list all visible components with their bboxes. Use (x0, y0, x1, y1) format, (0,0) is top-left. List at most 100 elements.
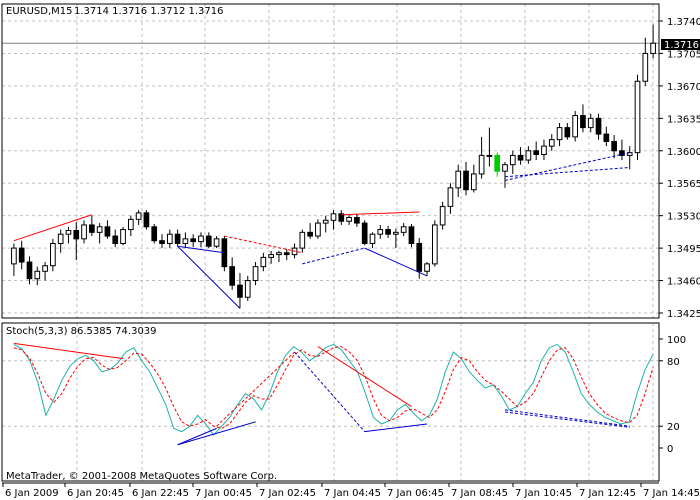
candle-body[interactable] (73, 229, 80, 240)
candle-body[interactable] (603, 133, 610, 143)
candle-body[interactable] (18, 247, 25, 263)
candle-body[interactable] (205, 235, 212, 247)
divergence-line (504, 409, 630, 427)
candle-body[interactable] (42, 265, 48, 272)
candle-body[interactable] (525, 150, 532, 161)
candle-body[interactable] (34, 270, 41, 280)
candle-body[interactable] (431, 224, 438, 265)
candle-body[interactable] (198, 235, 204, 243)
candle-body[interactable] (455, 170, 462, 189)
candle-body[interactable] (361, 222, 368, 244)
candle-body[interactable] (634, 80, 641, 154)
candle-body[interactable] (447, 187, 454, 207)
candle-body[interactable] (486, 154, 493, 157)
candle-body[interactable] (237, 284, 243, 298)
candle-body[interactable] (159, 240, 165, 244)
candle-body[interactable] (517, 154, 524, 161)
candle-body[interactable] (400, 226, 407, 233)
candle-body[interactable] (182, 238, 189, 244)
candle-body[interactable] (65, 229, 72, 235)
candle-body[interactable] (385, 229, 391, 235)
candle-body[interactable] (104, 226, 111, 237)
time-tick-label: 6 Jan 20:45 (67, 488, 124, 499)
candle-body[interactable] (127, 218, 134, 231)
candle-body[interactable] (190, 238, 197, 243)
grid (2, 4, 659, 481)
ohlc-label: 1.3714 1.3716 1.3712 1.3716 (74, 6, 224, 17)
candle-body[interactable] (50, 242, 56, 267)
candle-body[interactable] (572, 115, 578, 138)
candle-body[interactable] (564, 127, 571, 138)
candle-body[interactable] (416, 242, 423, 272)
candle-body[interactable] (322, 219, 329, 224)
candle-body[interactable] (174, 233, 181, 244)
candle-body[interactable] (135, 212, 142, 220)
candle-body[interactable] (478, 154, 485, 175)
candle-body[interactable] (369, 233, 376, 244)
divergence-line (177, 421, 256, 446)
candle-body[interactable] (151, 226, 158, 242)
candle-body[interactable] (120, 229, 126, 244)
price-plot[interactable] (2, 24, 659, 309)
stoch-main-line[interactable] (13, 343, 654, 436)
price-badge-label: 1.3716 (664, 40, 699, 51)
candle-body[interactable] (424, 263, 430, 272)
candle-body[interactable] (57, 233, 64, 244)
price-tick-label: 1.3740 (667, 17, 700, 28)
candle-body[interactable] (393, 231, 399, 235)
candle-body[interactable] (595, 117, 602, 135)
candle-body[interactable] (494, 154, 501, 172)
divergence-line (177, 245, 241, 309)
candle-body[interactable] (556, 127, 563, 141)
candle-body[interactable] (439, 205, 446, 226)
candle-body[interactable] (642, 52, 649, 82)
stochastic-plot[interactable] (13, 342, 654, 446)
candle-body[interactable] (260, 256, 267, 268)
candle-body[interactable] (252, 266, 259, 282)
candle-body[interactable] (315, 222, 321, 237)
candle-body[interactable] (650, 42, 656, 54)
candle-body[interactable] (533, 150, 540, 155)
candle-body[interactable] (541, 145, 547, 155)
candle-body[interactable] (470, 173, 477, 191)
candle-body[interactable] (299, 231, 306, 249)
candle-body[interactable] (244, 280, 251, 298)
candle-body[interactable] (96, 226, 103, 233)
divergence-line (317, 346, 412, 408)
candle-body[interactable] (166, 233, 173, 244)
candle-body[interactable] (354, 217, 360, 224)
candle-body[interactable] (611, 141, 617, 152)
candle-body[interactable] (338, 213, 345, 222)
candle-body[interactable] (143, 212, 150, 228)
candle-body[interactable] (89, 224, 95, 233)
candle-body[interactable] (283, 252, 290, 256)
indicator-title: Stoch(5,3,3) 86.5385 74.3039 (6, 326, 157, 337)
candle-body[interactable] (619, 150, 625, 156)
candle-body[interactable] (81, 224, 87, 240)
candle-body[interactable] (587, 117, 594, 129)
candle-body[interactable] (377, 229, 384, 235)
candle-body[interactable] (307, 231, 313, 237)
stoch-tick-label: 80 (667, 357, 680, 368)
candle-body[interactable] (408, 226, 415, 244)
candle-body[interactable] (11, 247, 17, 265)
candle-body[interactable] (463, 170, 469, 191)
time-tick-label: 7 Jan 00:45 (195, 488, 252, 499)
candle-body[interactable] (229, 266, 236, 286)
time-tick-label: 7 Jan 12:45 (579, 488, 636, 499)
price-tick-label: 1.3425 (667, 309, 700, 320)
candle-body[interactable] (276, 252, 282, 256)
candle-body[interactable] (580, 115, 586, 129)
candle-body[interactable] (26, 261, 33, 280)
divergence-line (13, 214, 93, 242)
candle-body[interactable] (112, 235, 119, 244)
candle-body[interactable] (509, 154, 516, 166)
candle-body[interactable] (330, 213, 337, 221)
candle-body[interactable] (548, 139, 555, 147)
candle-body[interactable] (268, 254, 274, 258)
candle-body[interactable] (213, 238, 220, 247)
candle-body[interactable] (502, 164, 508, 172)
divergence-line (341, 211, 420, 216)
candle-body[interactable] (346, 217, 352, 222)
